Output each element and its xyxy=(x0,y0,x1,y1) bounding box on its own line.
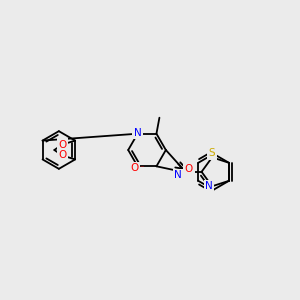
Text: O: O xyxy=(58,140,66,150)
Text: N: N xyxy=(174,170,182,180)
Text: N: N xyxy=(134,128,142,138)
Text: O: O xyxy=(184,164,193,174)
Text: S: S xyxy=(209,148,215,158)
Text: ⁻: ⁻ xyxy=(140,164,144,173)
Text: N: N xyxy=(205,181,213,191)
Text: N: N xyxy=(186,167,194,177)
Text: O: O xyxy=(130,163,139,173)
Text: O: O xyxy=(58,150,66,161)
